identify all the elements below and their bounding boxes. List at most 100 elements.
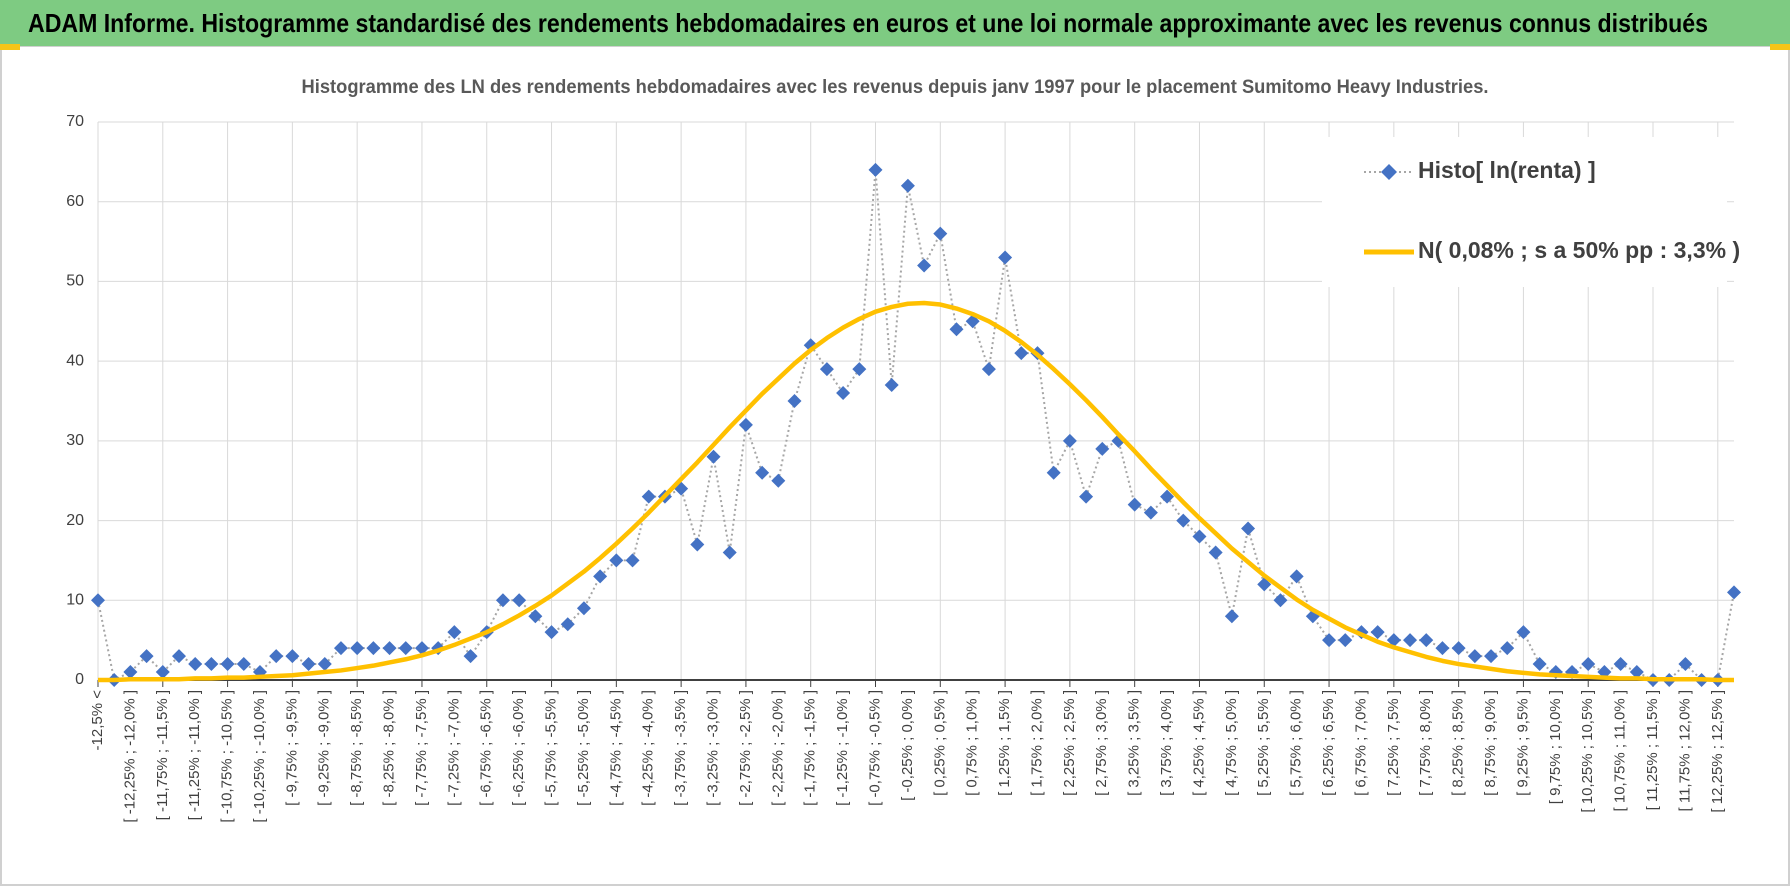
data-point bbox=[285, 649, 300, 664]
data-point bbox=[981, 362, 996, 377]
data-point bbox=[171, 649, 186, 664]
x-tick-label: [ -10,75% ; -10,5% ] bbox=[219, 690, 236, 823]
x-tick-label: [ 4,25% ; 4,5% ] bbox=[1190, 690, 1207, 796]
data-point bbox=[868, 162, 883, 177]
data-point bbox=[1208, 545, 1223, 560]
data-point bbox=[1467, 649, 1482, 664]
data-point bbox=[819, 362, 834, 377]
data-point bbox=[1532, 657, 1547, 672]
data-point bbox=[625, 553, 640, 568]
data-point bbox=[544, 625, 559, 640]
data-point bbox=[398, 641, 413, 656]
data-point bbox=[1419, 633, 1434, 648]
x-tick-label: [ 5,75% ; 6,0% ] bbox=[1288, 690, 1305, 796]
x-tick-label: [ 2,25% ; 2,5% ] bbox=[1061, 690, 1078, 796]
data-point bbox=[414, 641, 429, 656]
data-point bbox=[382, 641, 397, 656]
data-point bbox=[949, 322, 964, 337]
data-point bbox=[576, 601, 591, 616]
data-point bbox=[722, 545, 737, 560]
data-point bbox=[204, 657, 219, 672]
data-point bbox=[1176, 513, 1191, 528]
data-point bbox=[1079, 489, 1094, 504]
header-title: ADAM Informe. Histogramme standardisé de… bbox=[28, 8, 1708, 38]
x-tick-label: [ 8,25% ; 8,5% ] bbox=[1450, 690, 1467, 796]
x-tick-label: [ -6,25% ; -6,0% ] bbox=[510, 690, 527, 806]
data-point bbox=[998, 250, 1013, 265]
data-point bbox=[787, 394, 802, 408]
data-point bbox=[1484, 649, 1499, 664]
x-tick-label: [ -4,25% ; -4,0% ] bbox=[640, 690, 657, 806]
x-tick-label: [ -4,75% ; -4,5% ] bbox=[607, 690, 624, 806]
data-point bbox=[528, 609, 543, 624]
data-point bbox=[609, 553, 624, 568]
legend-label: N( 0,08% ; s a 50% pp : 3,3% ) bbox=[1418, 237, 1740, 263]
x-tick-label: [ -9,75% ; -9,5% ] bbox=[283, 690, 300, 806]
data-point bbox=[1678, 657, 1693, 672]
data-point bbox=[1451, 641, 1466, 656]
data-point bbox=[1224, 609, 1239, 624]
y-tick-label: 60 bbox=[66, 193, 84, 210]
data-point bbox=[1241, 521, 1256, 536]
x-tick-label: [ -7,75% ; -7,5% ] bbox=[413, 690, 430, 806]
x-tick-label: [ -9,25% ; -9,0% ] bbox=[316, 690, 333, 806]
data-point bbox=[690, 537, 705, 552]
data-point bbox=[1322, 633, 1337, 648]
data-point bbox=[641, 489, 656, 504]
x-tick-label: [ -3,75% ; -3,5% ] bbox=[672, 690, 689, 806]
data-point bbox=[350, 641, 365, 656]
data-point bbox=[91, 593, 105, 608]
data-point bbox=[139, 649, 154, 664]
data-point bbox=[1160, 489, 1175, 504]
data-point bbox=[1581, 657, 1596, 672]
x-tick-label: [ 11,75% ; 12,0% ] bbox=[1676, 690, 1693, 811]
y-tick-label: 70 bbox=[66, 113, 84, 130]
data-point bbox=[738, 417, 753, 432]
data-point bbox=[1014, 346, 1029, 361]
data-point bbox=[333, 641, 348, 656]
data-point bbox=[1127, 497, 1142, 512]
data-point bbox=[1516, 625, 1531, 640]
x-tick-label: [ -1,75% ; -1,5% ] bbox=[802, 690, 819, 806]
x-tick-label: [ 0,75% ; 1,0% ] bbox=[964, 690, 981, 796]
x-tick-label: [ 4,75% ; 5,0% ] bbox=[1223, 690, 1240, 796]
x-tick-label: [ -5,75% ; -5,5% ] bbox=[543, 690, 560, 806]
data-point bbox=[155, 665, 170, 680]
x-tick-label: [ -12,25% ; -12,0% ] bbox=[121, 690, 138, 823]
x-tick-label: [ -0,25% ; 0,0% ] bbox=[899, 690, 916, 801]
data-point bbox=[1629, 665, 1644, 680]
data-point bbox=[836, 386, 851, 401]
data-point bbox=[317, 657, 332, 672]
x-tick-label: [ -5,25% ; -5,0% ] bbox=[575, 690, 592, 806]
x-tick-label: [ 12,25% ; 12,5% ] bbox=[1709, 690, 1726, 813]
x-tick-label: [ 1,25% ; 1,5% ] bbox=[996, 690, 1013, 796]
y-tick-label: 10 bbox=[66, 592, 84, 609]
x-tick-label: [ 1,75% ; 2,0% ] bbox=[1028, 690, 1045, 796]
x-tick-label: [ -2,25% ; -2,0% ] bbox=[769, 690, 786, 806]
data-point bbox=[123, 665, 138, 680]
data-point bbox=[1370, 625, 1385, 640]
header-bar bbox=[0, 0, 1790, 46]
x-tick-label: [ -11,25% ; -11,0% ] bbox=[186, 690, 203, 820]
data-point bbox=[1403, 633, 1418, 648]
data-point bbox=[1613, 657, 1628, 672]
data-point bbox=[220, 657, 235, 672]
data-point bbox=[852, 362, 867, 377]
legend-box bbox=[1322, 137, 1727, 287]
x-tick-label: [ -3,25% ; -3,0% ] bbox=[704, 690, 721, 806]
x-tick-label: [ 11,25% ; 11,5% ] bbox=[1644, 690, 1661, 810]
x-tick-label: [ 8,75% ; 9,0% ] bbox=[1482, 690, 1499, 796]
x-tick-label: [ 9,25% ; 9,5% ] bbox=[1514, 690, 1531, 796]
data-point bbox=[236, 657, 251, 672]
data-point bbox=[1046, 465, 1061, 480]
y-tick-label: 20 bbox=[66, 512, 84, 529]
data-point bbox=[706, 449, 721, 464]
data-point bbox=[560, 617, 575, 632]
series-line bbox=[98, 300, 1734, 683]
data-point bbox=[301, 657, 316, 672]
data-point bbox=[593, 569, 608, 584]
x-tick-label: [ -6,75% ; -6,5% ] bbox=[478, 690, 495, 806]
data-point bbox=[1338, 633, 1353, 648]
x-tick-label: [ -1,25% ; -1,0% ] bbox=[834, 690, 851, 806]
x-tick-label: [ 10,75% ; 11,0% ] bbox=[1612, 690, 1629, 811]
